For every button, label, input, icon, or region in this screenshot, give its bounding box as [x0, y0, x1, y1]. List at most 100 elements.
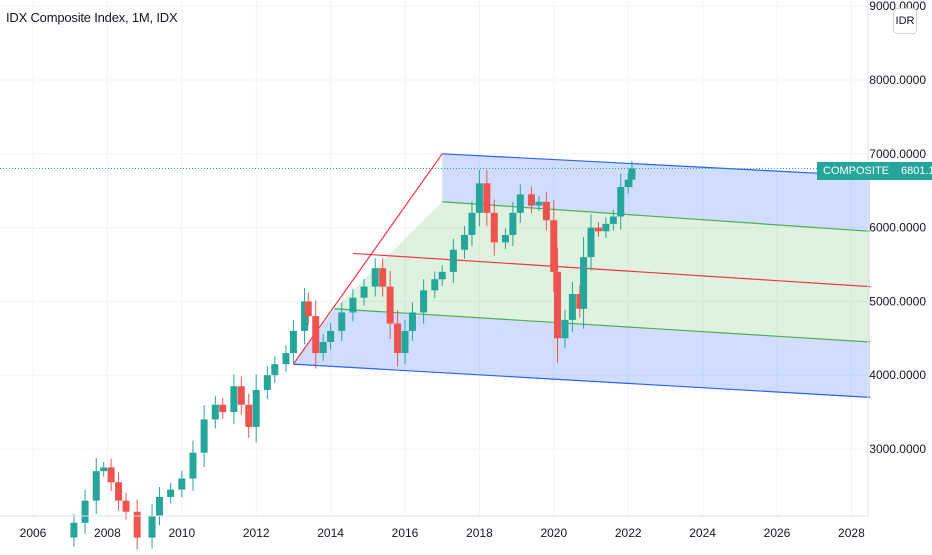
candle-up — [438, 271, 446, 280]
chart-title: IDX Composite Index, 1M, IDX — [6, 10, 178, 25]
candle-up — [282, 353, 290, 365]
candle-down — [122, 500, 130, 512]
candle-down — [594, 227, 602, 232]
candle-up — [100, 467, 108, 472]
time-tick-label: 2012 — [243, 526, 270, 540]
price-tick-label: 5000.0000 — [869, 294, 926, 308]
time-tick-label: 2026 — [764, 526, 791, 540]
candle-up — [230, 386, 238, 413]
candle-down — [483, 183, 491, 213]
candle-up — [580, 257, 588, 309]
time-tick-label: 2028 — [838, 526, 865, 540]
candle-down — [386, 286, 394, 324]
time-axis[interactable]: 2006 2008 2010 2012 2014 2016 2018 2020 2022 2024… — [20, 526, 865, 540]
last-price-value: 6801.1590 — [901, 165, 932, 177]
candle-down — [245, 404, 253, 427]
time-tick-label: 2022 — [615, 526, 642, 540]
time-tick-label: 2018 — [466, 526, 493, 540]
candle-down — [379, 268, 387, 287]
candle-up — [568, 294, 576, 320]
fork-line-upper_outer[interactable] — [442, 153, 871, 177]
price-tick-label: 7000.0000 — [869, 147, 926, 161]
time-tick-label: 2016 — [392, 526, 419, 540]
candle-up — [461, 234, 469, 250]
candle-down — [115, 482, 123, 501]
candle-up — [449, 249, 457, 272]
candle-down — [576, 294, 584, 309]
candle-down — [237, 386, 245, 405]
candle-up — [200, 419, 208, 453]
time-tick-label: 2020 — [540, 526, 567, 540]
candle-up — [408, 312, 416, 331]
candle-up — [252, 389, 260, 427]
candle-down — [312, 316, 320, 354]
price-tick-label: 8000.0000 — [869, 73, 926, 87]
candle-down — [542, 201, 550, 221]
candle-up — [475, 183, 483, 213]
candle-down — [490, 212, 498, 243]
candle-up — [624, 179, 632, 188]
fork-line-lower_outer[interactable] — [293, 363, 871, 398]
time-tick-label: 2010 — [168, 526, 195, 540]
candle-up — [509, 212, 517, 235]
time-tick-label: 2008 — [94, 526, 121, 540]
candle-down — [394, 323, 402, 354]
candle-up — [155, 496, 163, 516]
last-price-symbol: COMPOSITE — [823, 165, 890, 177]
candle-down — [304, 301, 312, 317]
candle-up — [609, 216, 617, 224]
candle-up — [360, 286, 368, 298]
price-axis[interactable]: 3000.0000 4000.0000 5000.0000 6000.0000 7000… — [869, 0, 926, 456]
candle-up — [148, 515, 156, 538]
fork-lower-outer-band — [293, 308, 870, 398]
time-tick-label: 2006 — [20, 526, 47, 540]
candle-up — [602, 223, 610, 232]
candle-up — [401, 330, 409, 354]
candle-down — [219, 404, 227, 413]
pitchfork-drawing[interactable] — [292, 153, 871, 398]
candle-down — [527, 194, 535, 206]
candle-up — [263, 375, 271, 390]
candle-up — [628, 168, 636, 180]
candle-down — [107, 467, 115, 483]
candle-up — [178, 478, 186, 490]
last-price-label: COMPOSITE 6801.1590 — [817, 162, 932, 180]
candle-up — [70, 522, 78, 538]
price-tick-label: 4000.0000 — [869, 368, 926, 382]
fork-inner-band — [334, 201, 870, 342]
candle-up — [501, 234, 509, 243]
candle-up — [271, 364, 279, 376]
candle-up — [327, 330, 335, 342]
candle-up — [81, 500, 89, 523]
fork-upper-outer-band — [442, 153, 870, 232]
candle-up — [319, 341, 327, 354]
currency-button[interactable]: IDR — [893, 8, 917, 34]
candle-up — [535, 201, 543, 206]
candle-up — [617, 187, 625, 217]
candle-up — [289, 330, 297, 354]
candle-up — [371, 268, 379, 287]
time-tick-label: 2024 — [689, 526, 716, 540]
candle-up — [338, 312, 346, 331]
candle-down — [550, 220, 558, 272]
price-tick-label: 3000.0000 — [869, 442, 926, 456]
candle-up — [587, 227, 595, 258]
grid-lines — [0, 0, 868, 516]
fork-line-median[interactable] — [352, 252, 871, 288]
candle-up — [189, 452, 197, 479]
fork-line-upper_inner[interactable] — [442, 201, 871, 232]
candle-up — [167, 489, 175, 497]
candle-up — [349, 297, 357, 313]
candles — [70, 160, 636, 550]
candle-up — [420, 290, 428, 313]
candle-down — [133, 511, 141, 538]
candle-up — [561, 319, 569, 339]
candle-up — [431, 279, 439, 291]
time-tick-label: 2014 — [317, 526, 344, 540]
candle-up — [92, 471, 100, 501]
candle-up — [516, 194, 524, 213]
candle-up — [468, 212, 476, 235]
candle-down — [554, 271, 562, 339]
